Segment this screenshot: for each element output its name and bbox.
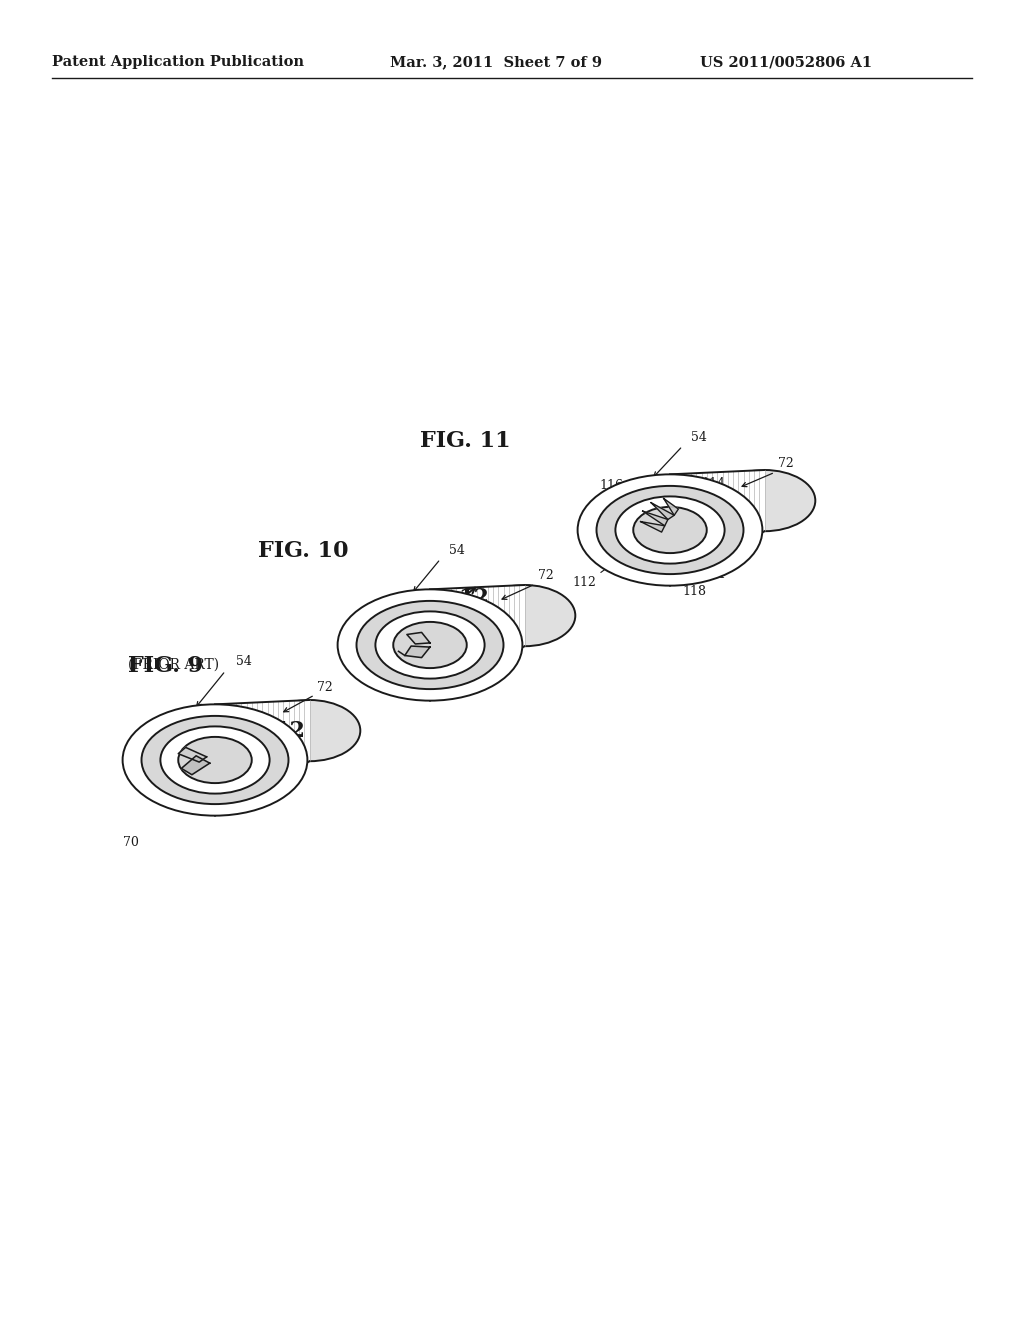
Text: FIG. 11: FIG. 11 (420, 430, 511, 451)
Text: 114: 114 (701, 478, 725, 490)
Polygon shape (215, 700, 309, 816)
Polygon shape (643, 511, 668, 525)
Ellipse shape (393, 622, 467, 668)
Polygon shape (430, 585, 524, 701)
Ellipse shape (123, 705, 307, 816)
Text: 118: 118 (683, 585, 707, 598)
Ellipse shape (615, 496, 725, 564)
Ellipse shape (259, 700, 360, 762)
Polygon shape (664, 499, 678, 515)
Text: 72: 72 (316, 681, 333, 694)
Ellipse shape (161, 726, 269, 793)
Text: Mar. 3, 2011  Sheet 7 of 9: Mar. 3, 2011 Sheet 7 of 9 (390, 55, 602, 69)
Ellipse shape (597, 486, 743, 574)
Text: FIG. 10: FIG. 10 (258, 540, 348, 562)
Polygon shape (641, 521, 665, 532)
Text: 72: 72 (778, 457, 794, 470)
Text: (PRIOR ART): (PRIOR ART) (128, 657, 219, 672)
Ellipse shape (178, 737, 252, 783)
Ellipse shape (633, 507, 707, 553)
Polygon shape (178, 747, 207, 762)
Polygon shape (670, 470, 765, 586)
Text: 116: 116 (598, 513, 622, 525)
Text: 54: 54 (449, 544, 465, 557)
Text: 12: 12 (274, 721, 305, 742)
Text: 112: 112 (572, 577, 597, 589)
Text: 70: 70 (123, 836, 138, 849)
Text: US 2011/0052806 A1: US 2011/0052806 A1 (700, 55, 872, 69)
Polygon shape (404, 645, 430, 657)
Text: 116: 116 (600, 479, 624, 492)
Polygon shape (181, 756, 210, 775)
Ellipse shape (578, 474, 763, 586)
Polygon shape (651, 503, 674, 520)
Text: Patent Application Publication: Patent Application Publication (52, 55, 304, 69)
Text: 114: 114 (701, 568, 725, 581)
Polygon shape (407, 632, 430, 644)
Ellipse shape (141, 715, 289, 804)
Text: 12: 12 (458, 587, 488, 610)
Ellipse shape (376, 611, 484, 678)
Ellipse shape (474, 585, 575, 647)
Text: 72: 72 (539, 569, 554, 582)
Text: 96: 96 (368, 664, 384, 677)
Ellipse shape (338, 589, 522, 701)
Text: 92: 92 (444, 643, 461, 656)
Ellipse shape (356, 601, 504, 689)
Text: 54: 54 (691, 430, 707, 444)
Ellipse shape (714, 470, 815, 531)
Text: 90: 90 (401, 686, 417, 700)
Text: 94: 94 (372, 649, 388, 663)
Text: FIG. 9: FIG. 9 (128, 655, 203, 677)
Text: 54: 54 (236, 655, 252, 668)
